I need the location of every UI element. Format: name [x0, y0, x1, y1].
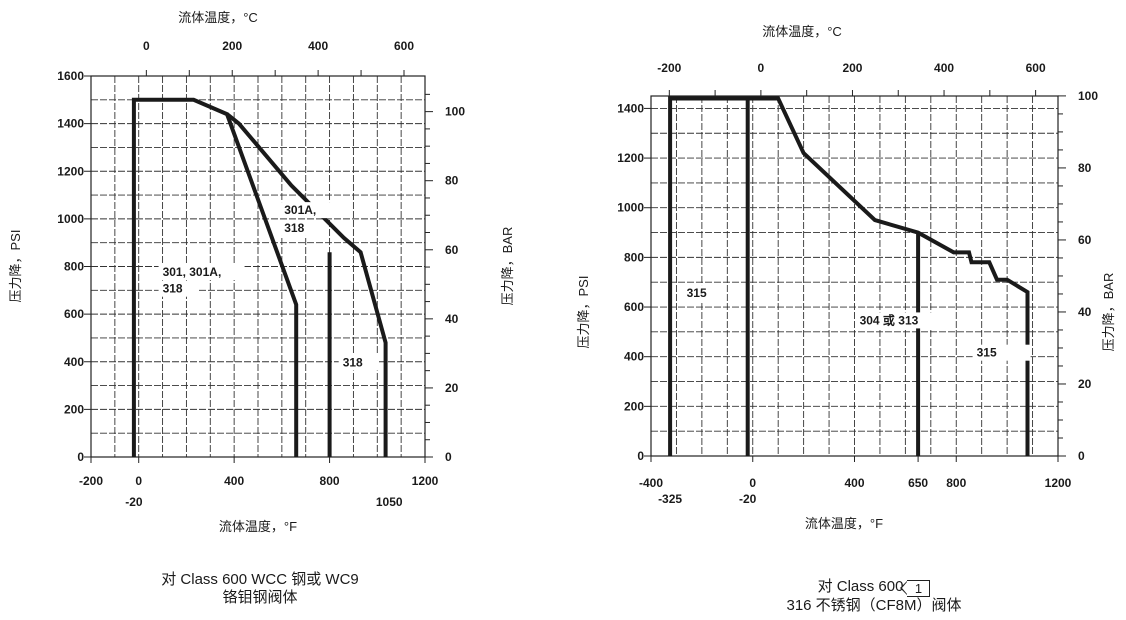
chart2-label-backing	[682, 285, 727, 302]
left-caption-line-2: 铬钼钢阀体	[222, 589, 298, 606]
chart2-left-tick-label: 200	[624, 399, 644, 413]
chart1-region-label: 318	[284, 221, 304, 235]
chart1-left-tick-label: 600	[64, 307, 84, 321]
chart2-left-tick-label: 1000	[617, 201, 644, 215]
chart1-top-axis-title: 流体温度，°C	[178, 10, 258, 25]
chart2-left-tick-label: 400	[624, 350, 644, 364]
chart1-label-backing	[338, 354, 379, 371]
chart1-region-label: 301, 301A,	[163, 265, 222, 279]
chart1-left-tick-label: 400	[64, 355, 84, 369]
chart1-label-backing	[280, 219, 321, 236]
chart2-left-axis-title: 压力降，PSI	[576, 276, 591, 349]
note-1-badge: 1	[900, 580, 931, 597]
chart1-label-backing	[158, 264, 245, 281]
chart2-label-backing	[855, 312, 956, 329]
chart2-series-line-1	[668, 96, 1030, 456]
chart2-bottom-tick-label: 650	[908, 476, 928, 490]
chart1-bottom-extra-label: -20	[125, 495, 143, 509]
chart2-top-tick-label: 400	[934, 61, 954, 75]
chart1-top-tick-label: 400	[308, 39, 328, 53]
chart1-series-line-2	[225, 112, 388, 457]
chart2-bottom-tick-label: 800	[946, 476, 966, 490]
chart1-bottom-tick-label: -200	[79, 474, 103, 488]
chart2-top-axis-title: 流体温度，°C	[762, 24, 842, 39]
chart1-left-tick-label: 0	[77, 450, 84, 464]
chart1-series-line-1	[131, 97, 299, 457]
chart1-region-label: 318	[163, 282, 183, 296]
chart2-region-label: 315	[977, 346, 997, 360]
chart2-right-tick-label: 40	[1078, 305, 1092, 319]
chart2-right-tick-label: 80	[1078, 161, 1092, 175]
chart1-label-backing	[280, 202, 333, 219]
chart1-right-tick-label: 40	[445, 312, 459, 326]
chart1-right-tick-label: 60	[445, 243, 459, 257]
chart2-right-axis-title: 压力降，BAR	[1101, 273, 1116, 352]
chart1-left-tick-label: 1600	[57, 69, 84, 83]
chart1-left-tick-label: 800	[64, 260, 84, 274]
right-caption-line-2: 316 不锈钢（CF8M）阀体	[786, 597, 962, 614]
chart2-left-tick-label: 800	[624, 250, 644, 264]
chart2-bottom-tick-label: 400	[844, 476, 864, 490]
chart2-top-tick-label: -200	[657, 61, 681, 75]
chart2-top-tick-label: 0	[758, 61, 765, 75]
chart2-bottom-tick-label: -400	[639, 476, 663, 490]
left-chart-caption: 对 Class 600 WCC 钢或 WC9 铬钼钢阀体	[80, 571, 440, 607]
chart1-left-tick-label: 1200	[57, 164, 84, 178]
chart1-bottom-tick-label: 0	[135, 474, 142, 488]
chart1-bottom-extra-label: 1050	[376, 495, 403, 509]
chart2-right-tick-label: 60	[1078, 233, 1092, 247]
chart1-region-label: 318	[343, 356, 363, 370]
chart2-right-tick-label: 0	[1078, 449, 1085, 463]
chart2-left-tick-label: 1400	[617, 101, 644, 115]
chart1-left-tick-label: 200	[64, 402, 84, 416]
chart2-bottom-tick-label: 1200	[1045, 476, 1072, 490]
chart2-top-tick-label: 600	[1026, 61, 1046, 75]
chart2-left-tick-label: 1200	[617, 151, 644, 165]
chart2-right-tick-label: 20	[1078, 377, 1092, 391]
chart2-region-label: 315	[687, 286, 707, 300]
chart2-bottom-extra-label: -325	[658, 492, 682, 506]
chart2-label-backing	[972, 344, 1031, 361]
chart2-bottom-tick-label: 0	[749, 476, 756, 490]
chart2-region-label: 304 或 313	[860, 312, 919, 327]
chart1-left-axis-title: 压力降，PSI	[8, 230, 23, 303]
chart2-bottom-axis-title: 流体温度，°F	[805, 516, 883, 531]
chart2-left-tick-label: 0	[637, 449, 644, 463]
chart2-right-tick-label: 100	[1078, 89, 1098, 103]
chart1-bottom-axis-title: 流体温度，°F	[219, 519, 297, 534]
chart2-bottom-extra-label: -20	[739, 492, 757, 506]
chart1-right-tick-label: 80	[445, 174, 459, 188]
chart1-top-tick-label: 600	[394, 39, 414, 53]
chart2-top-tick-label: 200	[842, 61, 862, 75]
chart1-label-backing	[158, 280, 199, 297]
right-caption-prefix: 对 Class 600	[817, 578, 904, 595]
chart1-right-tick-label: 20	[445, 381, 459, 395]
chart1-bottom-tick-label: 400	[224, 474, 244, 488]
right-chart-caption: 对 Class 600 1 316 不锈钢（CF8M）阀体	[694, 578, 1054, 615]
chart1-right-tick-label: 0	[445, 450, 452, 464]
chart1-bottom-tick-label: 1200	[412, 474, 439, 488]
chart1-top-tick-label: 200	[222, 39, 242, 53]
chart1-region-label: 301A,	[284, 203, 316, 217]
chart2-left-tick-label: 600	[624, 300, 644, 314]
chart1-right-axis-title: 压力降，BAR	[500, 227, 515, 306]
chart1-left-tick-label: 1000	[57, 212, 84, 226]
left-caption-line-1: 对 Class 600 WCC 钢或 WC9	[161, 571, 359, 588]
right-caption-line-1: 对 Class 600 1	[694, 578, 1054, 597]
chart1-top-tick-label: 0	[143, 39, 150, 53]
chart1-bottom-tick-label: 800	[320, 474, 340, 488]
chart1-left-tick-label: 1400	[57, 117, 84, 131]
chart1-right-tick-label: 100	[445, 105, 465, 119]
